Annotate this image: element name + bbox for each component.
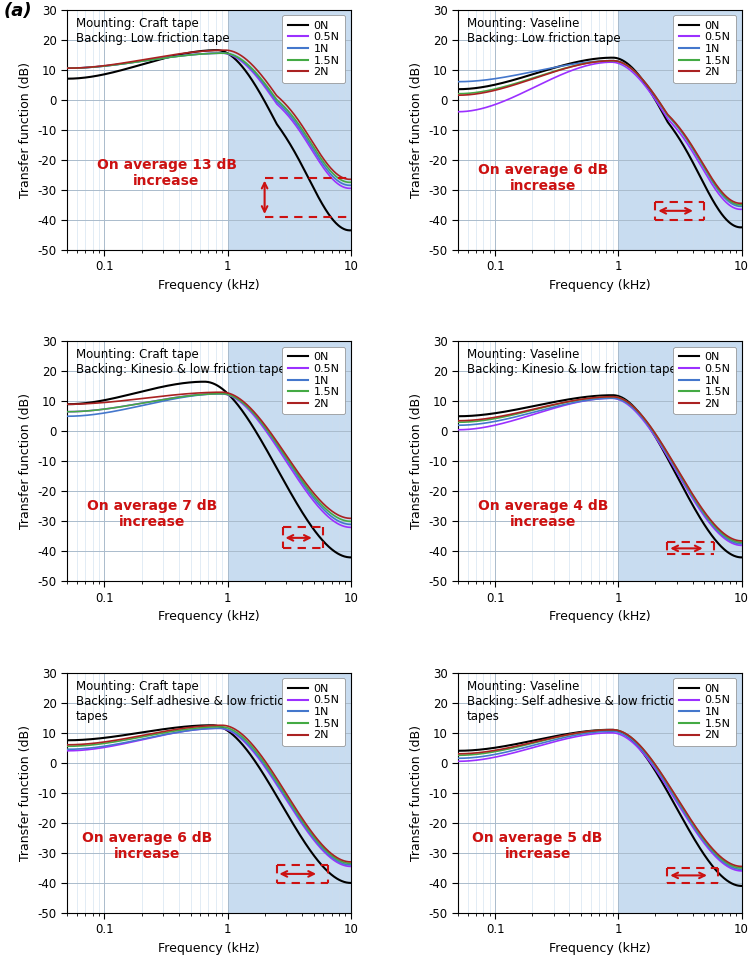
Text: On average 4 dB
increase: On average 4 dB increase (478, 499, 608, 530)
Y-axis label: Transfer function (dB): Transfer function (dB) (410, 725, 423, 861)
Legend: 0N, 0.5N, 1N, 1.5N, 2N: 0N, 0.5N, 1N, 1.5N, 2N (673, 678, 736, 746)
Bar (67, 341, 228, 581)
X-axis label: Frequency (kHz): Frequency (kHz) (549, 279, 651, 292)
Legend: 0N, 0.5N, 1N, 1.5N, 2N: 0N, 0.5N, 1N, 1.5N, 2N (282, 15, 345, 83)
Text: Mounting: Vaseline
Backing: Low friction tape: Mounting: Vaseline Backing: Low friction… (467, 16, 620, 45)
Text: Mounting: Vaseline
Backing: Self adhesive & low friction
tapes: Mounting: Vaseline Backing: Self adhesiv… (467, 679, 683, 723)
Bar (228, 341, 351, 581)
Y-axis label: Transfer function (dB): Transfer function (dB) (19, 725, 32, 861)
Bar (458, 10, 619, 250)
Bar (458, 341, 619, 581)
Y-axis label: Transfer function (dB): Transfer function (dB) (410, 62, 423, 198)
Bar (228, 673, 351, 913)
Bar (228, 10, 351, 250)
Text: On average 7 dB
increase: On average 7 dB increase (87, 499, 217, 530)
Bar (67, 10, 228, 250)
Bar (67, 673, 228, 913)
X-axis label: Frequency (kHz): Frequency (kHz) (158, 279, 260, 292)
Text: (a): (a) (4, 2, 32, 20)
X-axis label: Frequency (kHz): Frequency (kHz) (549, 942, 651, 955)
Bar (619, 673, 742, 913)
Bar (619, 10, 742, 250)
Y-axis label: Transfer function (dB): Transfer function (dB) (19, 62, 32, 198)
Legend: 0N, 0.5N, 1N, 1.5N, 2N: 0N, 0.5N, 1N, 1.5N, 2N (673, 15, 736, 83)
X-axis label: Frequency (kHz): Frequency (kHz) (549, 610, 651, 624)
Text: On average 6 dB
increase: On average 6 dB increase (82, 830, 212, 861)
Text: Mounting: Craft tape
Backing: Kinesio & low friction tapes: Mounting: Craft tape Backing: Kinesio & … (76, 348, 292, 377)
Legend: 0N, 0.5N, 1N, 1.5N, 2N: 0N, 0.5N, 1N, 1.5N, 2N (282, 678, 345, 746)
X-axis label: Frequency (kHz): Frequency (kHz) (158, 610, 260, 624)
Text: On average 6 dB
increase: On average 6 dB increase (478, 162, 608, 193)
Y-axis label: Transfer function (dB): Transfer function (dB) (19, 393, 32, 530)
Legend: 0N, 0.5N, 1N, 1.5N, 2N: 0N, 0.5N, 1N, 1.5N, 2N (673, 347, 736, 414)
Text: On average 5 dB
increase: On average 5 dB increase (473, 830, 603, 861)
Text: Mounting: Craft tape
Backing: Low friction tape: Mounting: Craft tape Backing: Low fricti… (76, 16, 229, 45)
Bar (619, 341, 742, 581)
Text: On average 13 dB
increase: On average 13 dB increase (97, 158, 237, 188)
Bar (458, 673, 619, 913)
Legend: 0N, 0.5N, 1N, 1.5N, 2N: 0N, 0.5N, 1N, 1.5N, 2N (282, 347, 345, 414)
Y-axis label: Transfer function (dB): Transfer function (dB) (410, 393, 423, 530)
Text: Mounting: Craft tape
Backing: Self adhesive & low friction
tapes: Mounting: Craft tape Backing: Self adhes… (76, 679, 292, 723)
X-axis label: Frequency (kHz): Frequency (kHz) (158, 942, 260, 955)
Text: Mounting: Vaseline
Backing: Kinesio & low friction tapes: Mounting: Vaseline Backing: Kinesio & lo… (467, 348, 682, 377)
